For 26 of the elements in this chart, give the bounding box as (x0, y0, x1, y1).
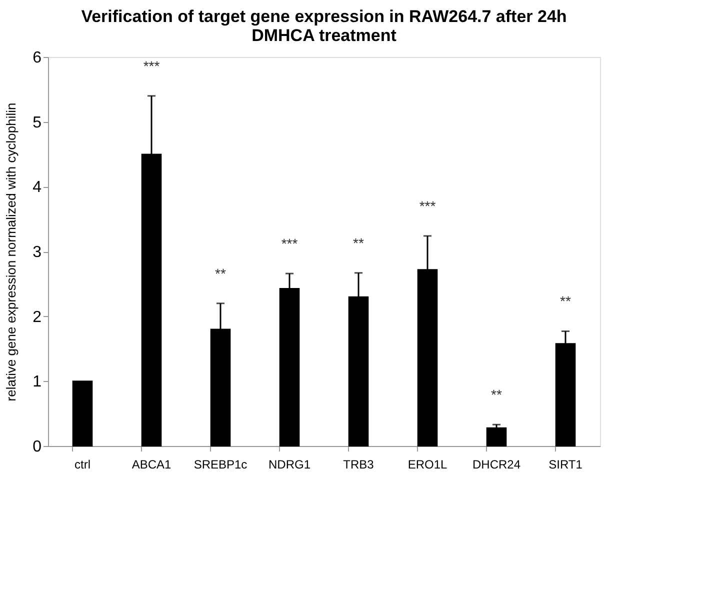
y-tick-label: 3 (32, 244, 42, 261)
text: DMHCA treatment (252, 26, 396, 45)
y-tick-label: 2 (32, 308, 42, 326)
annotation: *** (419, 198, 436, 214)
annotation: ** (353, 234, 364, 251)
y-tick-label: 1 (32, 374, 42, 391)
text: Verification of target gene expression in RAW264.7 after 24h (81, 7, 567, 26)
x-tick-label: DHCR24 (472, 458, 521, 472)
x-tick-label: SREBP1c (194, 458, 248, 472)
x-tick-label: ABCA1 (132, 458, 172, 472)
x-tick-label: SIRT1 (548, 458, 583, 472)
y-tick-label: 0 (32, 438, 42, 456)
annotation: *** (281, 236, 298, 252)
x-tick-label: ERO1L (408, 458, 448, 472)
y-tick-label: 4 (32, 179, 42, 196)
bar (72, 380, 93, 446)
y-tick-label: 5 (32, 114, 42, 132)
y-tick-label: 6 (32, 50, 42, 66)
x-tick-label: ctrl (74, 458, 90, 472)
annotation: ** (491, 386, 502, 403)
annotation: ** (215, 265, 226, 282)
x-tick-label: TRB3 (343, 458, 374, 472)
y-axis-title: relative gene expression normalized with cyclophilin (4, 102, 19, 402)
x-tick-label: NDRG1 (268, 458, 311, 472)
annotation: ** (560, 293, 572, 310)
annotation: *** (143, 58, 160, 74)
